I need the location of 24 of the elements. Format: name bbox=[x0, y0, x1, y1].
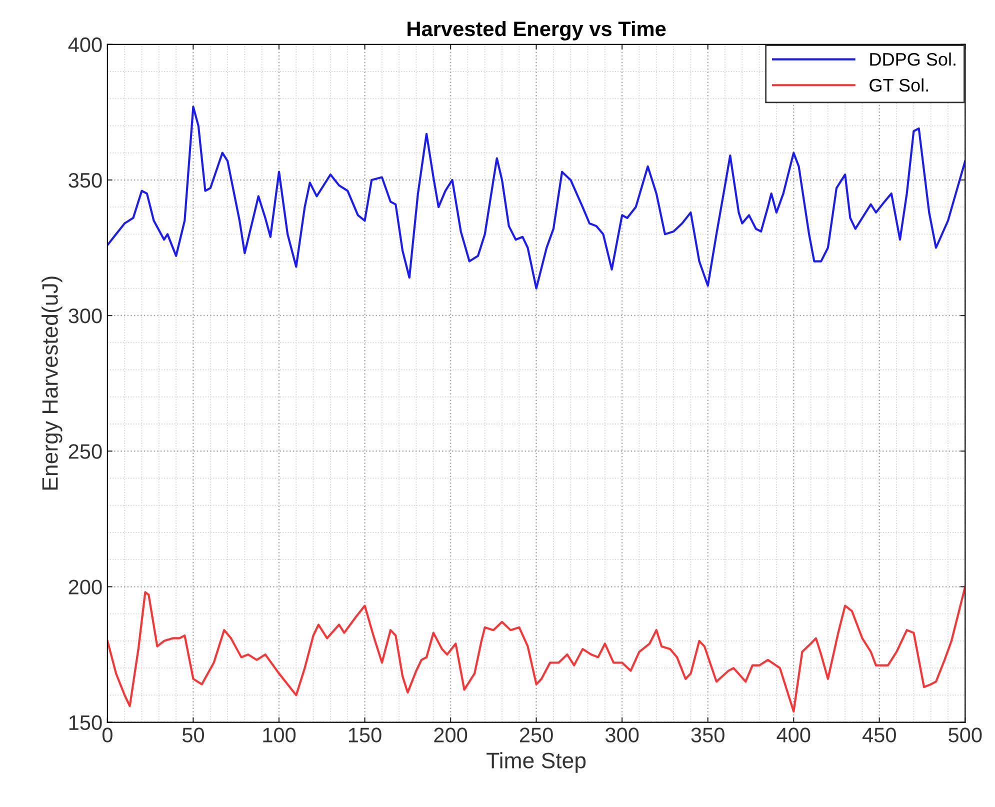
y-tick-label: 250 bbox=[68, 444, 102, 459]
legend-label: DDPG Sol. bbox=[870, 52, 956, 66]
x-tick-label: 350 bbox=[691, 728, 724, 742]
y-axis-title: Energy Harvested(uJ) bbox=[42, 276, 62, 490]
legend-label: GT Sol. bbox=[870, 78, 928, 92]
x-tick-label: 150 bbox=[348, 728, 382, 742]
x-axis-title: Time Step bbox=[486, 752, 586, 773]
y-tick-label: 300 bbox=[68, 308, 102, 324]
chart-title: Harvested Energy vs Time bbox=[408, 20, 666, 40]
y-tick-label: 200 bbox=[68, 580, 102, 594]
x-tick-label: 50 bbox=[182, 728, 204, 742]
x-tick-label: 500 bbox=[948, 728, 982, 742]
x-tick-label: 200 bbox=[434, 728, 468, 742]
y-tick-label: 400 bbox=[68, 37, 102, 52]
x-tick-label: 300 bbox=[605, 728, 639, 742]
x-tick-label: 100 bbox=[263, 728, 296, 742]
line-series bbox=[107, 106, 966, 290]
y-tick-label: 150 bbox=[69, 715, 102, 730]
line-series bbox=[107, 586, 966, 712]
x-tick-label: 0 bbox=[102, 728, 112, 742]
x-tick-label: 250 bbox=[520, 728, 553, 742]
x-tick-label: 450 bbox=[862, 728, 896, 742]
x-tick-label: 400 bbox=[776, 728, 810, 742]
y-tick-label: 350 bbox=[68, 172, 102, 188]
